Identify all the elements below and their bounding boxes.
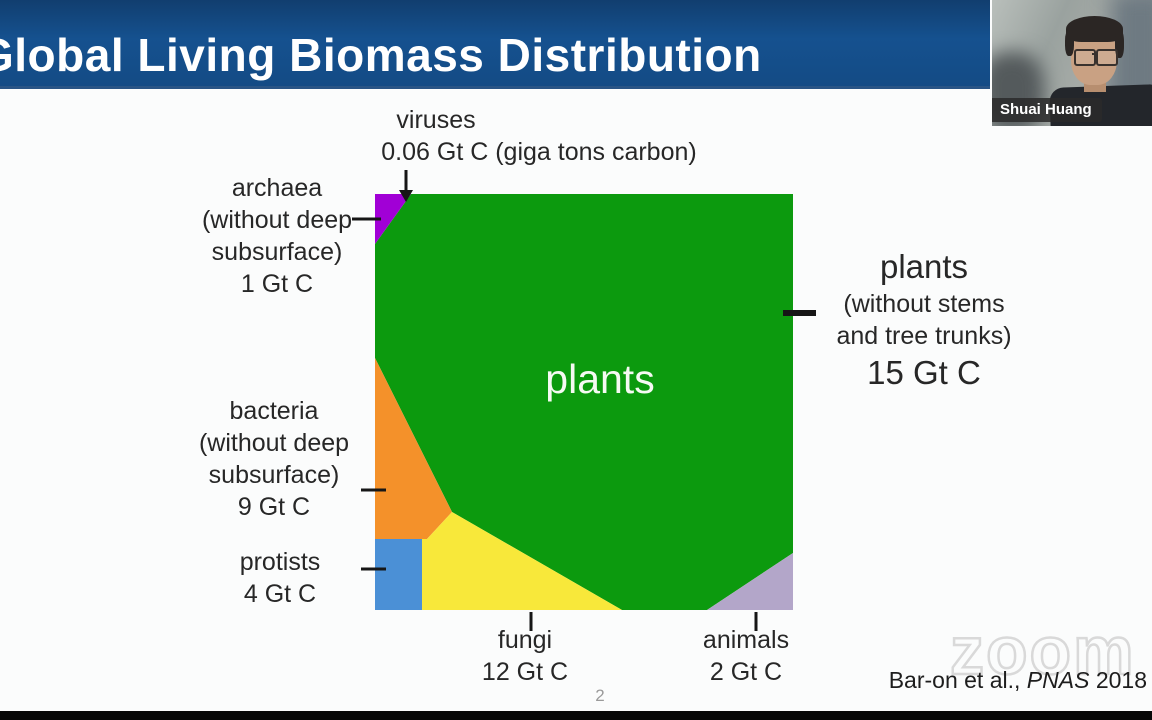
archaea-region bbox=[375, 194, 411, 244]
bacteria-label: bacteria (without deep subsurface) 9 Gt … bbox=[198, 397, 350, 521]
viruses-value-label: 0.06 Gt C (giga tons carbon) bbox=[381, 138, 697, 166]
viruses-label: viruses bbox=[396, 106, 476, 134]
fungi-label: fungi 12 Gt C bbox=[481, 626, 569, 686]
plants-callout-label: plants (without stems and tree trunks) 1… bbox=[836, 248, 1012, 391]
citation-year: 2018 bbox=[1089, 667, 1147, 693]
citation: Bar-on et al., PNAS 2018 bbox=[889, 667, 1147, 694]
citation-journal: PNAS bbox=[1026, 667, 1090, 693]
glasses-bridge bbox=[1092, 53, 1096, 55]
glasses-right-lens bbox=[1096, 49, 1118, 66]
archaea-label: archaea (without deep subsurface) 1 Gt C bbox=[201, 174, 353, 298]
plants-region-label: plants bbox=[545, 356, 655, 402]
slide-title-bar: Global Living Biomass Distribution bbox=[0, 0, 990, 89]
participant-hair-left bbox=[1065, 30, 1074, 56]
animals-label: animals 2 Gt C bbox=[702, 626, 790, 686]
participant-hair-right bbox=[1115, 30, 1124, 58]
animals-region bbox=[707, 553, 793, 610]
webcam-video-tile[interactable]: Shuai Huang bbox=[992, 0, 1152, 126]
citation-prefix: Bar-on et al., bbox=[888, 667, 1027, 693]
participant-name-tag: Shuai Huang bbox=[992, 98, 1102, 122]
protists-region bbox=[375, 539, 422, 610]
protists-label: protists 4 Gt C bbox=[239, 548, 321, 608]
plants-region bbox=[375, 194, 793, 610]
glasses-left-lens bbox=[1074, 49, 1096, 66]
fungi-region bbox=[422, 512, 622, 610]
participant-hair bbox=[1066, 16, 1123, 42]
bacteria-region bbox=[375, 358, 452, 539]
viruses-arrow-head bbox=[399, 190, 413, 202]
slide-title: Global Living Biomass Distribution bbox=[0, 29, 762, 81]
page-number: 2 bbox=[595, 686, 605, 705]
letterbox-bottom-bar bbox=[0, 711, 1152, 720]
zoom-watermark: zoom bbox=[949, 612, 1136, 691]
